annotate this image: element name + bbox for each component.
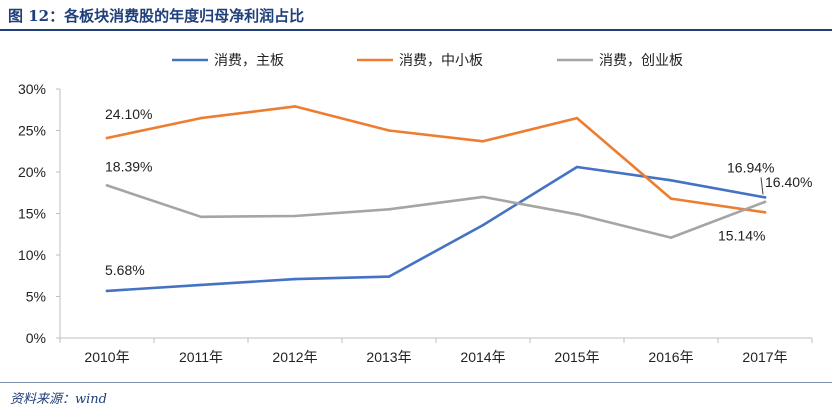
x-axis: 2010年 2011年 2012年 2013年 2014年 2015年 2016年 2017年 [59,337,813,365]
legend-label: 消费，创业板 [599,53,683,69]
y-tick-label: 15% [18,206,46,222]
y-axis: 0% 5% 10% 15% 20% 25% 30% [18,81,61,346]
series-line-0 [105,165,767,293]
data-point [669,179,673,182]
data-point [575,116,579,120]
chart-legend: 消费，主板 消费，中小板 消费，创业板 [172,53,683,69]
data-label: 18.39% [105,158,152,174]
x-tick-label: 2011年 [179,349,223,365]
y-tick-label: 30% [18,81,46,97]
data-point [763,196,767,199]
data-labels: 5.68% 16.94% 24.10% 15.14% 18.39% 16.40% [105,106,812,278]
data-point [105,136,109,140]
series-line-1 [105,105,767,214]
source-note: 资料来源：wind [10,392,107,407]
data-point [669,197,673,200]
data-label: 24.10% [105,106,152,122]
data-point [105,184,109,187]
source-rule [0,382,832,383]
y-tick-label: 10% [18,247,46,263]
legend-label: 消费，主板 [214,53,284,69]
data-point [575,213,579,216]
x-tick-label: 2016年 [648,349,693,365]
data-point [481,223,485,227]
data-point [481,195,485,199]
data-point [575,165,579,169]
data-point [105,289,109,293]
data-point [293,277,297,281]
line-chart: 消费，主板 消费，中小板 消费，创业板 0% 5% 10% 15% 20% 25% 30% 20… [18,53,813,365]
data-point [199,116,203,120]
figure-title: 图 12：各板块消费股的年度归母净利润占比 [8,7,305,25]
data-point [481,139,485,143]
y-tick-label: 0% [26,330,46,346]
data-point [293,105,297,108]
x-tick-label: 2013年 [366,349,411,365]
y-tick-label: 20% [18,164,46,180]
title-rule [0,29,832,31]
data-point [199,283,203,287]
data-label: 16.40% [765,174,812,190]
y-tick-label: 5% [26,289,46,305]
data-label: 15.14% [718,227,765,243]
x-tick-label: 2010年 [84,349,129,365]
x-tick-label: 2015年 [554,349,599,365]
data-point [387,275,391,278]
data-point [199,215,203,219]
y-tick-label: 25% [18,123,46,139]
x-tick-label: 2014年 [460,349,505,365]
series-lines [105,105,767,293]
data-point [387,208,391,211]
legend-label: 消费，中小板 [399,53,483,69]
data-point [387,129,391,132]
x-tick-label: 2017年 [742,349,787,365]
data-point [763,200,767,204]
data-label: 5.68% [105,262,145,278]
label-leader-line [760,177,764,195]
data-point [763,211,767,214]
series-line-2 [105,184,767,239]
x-tick-label: 2012年 [272,349,317,365]
data-point [293,214,297,218]
data-point [669,236,673,239]
data-label: 16.94% [727,159,774,175]
